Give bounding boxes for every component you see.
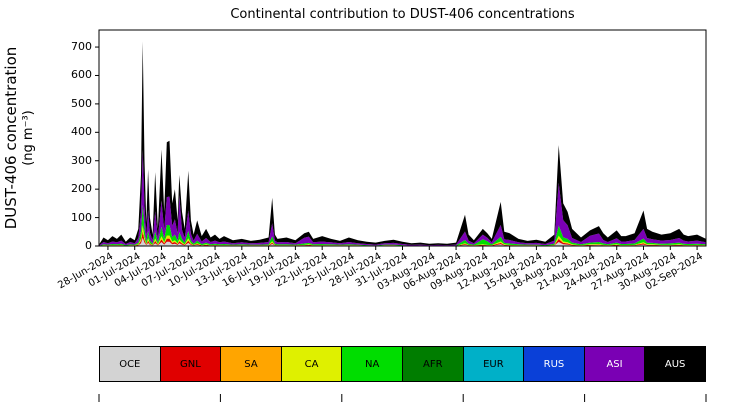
y-axis-label: DUST-406 concentration (ng m⁻³) [2, 18, 46, 258]
legend-item-afr: AFR [401, 346, 464, 382]
legend-item-ca: CA [280, 346, 343, 382]
area-na [99, 204, 706, 246]
y-tick-label: 0 [85, 239, 92, 252]
y-tick-label: 600 [71, 68, 92, 82]
y-tick-label: 200 [71, 182, 92, 196]
area-gnl [99, 231, 706, 246]
legend-item-na: NA [341, 346, 403, 382]
y-tick-label: 400 [71, 125, 92, 139]
area-asi [99, 149, 706, 246]
legend-item-aus: AUS [644, 346, 706, 382]
y-tick-label: 700 [71, 40, 92, 54]
chart-title: Continental contribution to DUST-406 con… [230, 7, 575, 22]
area-aus [99, 41, 706, 246]
legend-item-rus: RUS [523, 346, 585, 382]
legend: OCE GNL SA CA NA AFR EUR RUS ASI AUS [99, 346, 706, 382]
legend-item-oce: OCE [99, 346, 161, 382]
y-tick-label: 300 [71, 153, 92, 167]
legend-item-sa: SA [220, 346, 282, 382]
y-tick-label: 100 [71, 210, 92, 224]
area-oce [99, 237, 706, 246]
legend-item-asi: ASI [583, 346, 646, 382]
legend-item-eur: EUR [462, 346, 525, 382]
legend-item-gnl: GNL [159, 346, 222, 382]
y-axis-label-line2: (ng m⁻³) [20, 110, 36, 166]
y-tick-label: 500 [71, 96, 92, 110]
area-ca [99, 225, 706, 246]
y-axis-label-line1: DUST-406 concentration [2, 46, 20, 230]
